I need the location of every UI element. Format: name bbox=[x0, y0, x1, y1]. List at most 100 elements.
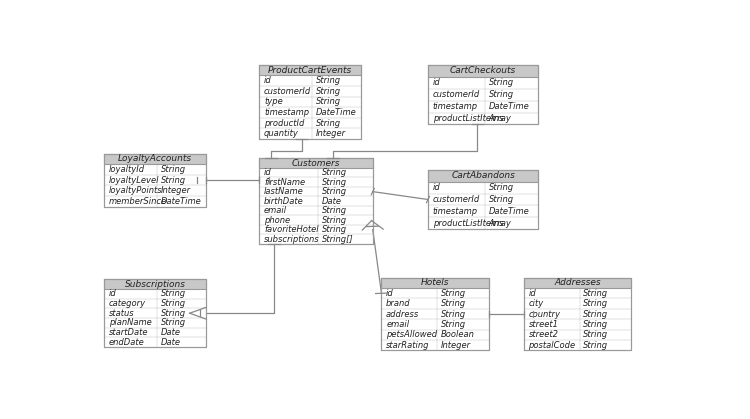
Text: id: id bbox=[433, 183, 440, 192]
Text: memberSince: memberSince bbox=[109, 197, 167, 206]
Text: quantity: quantity bbox=[264, 129, 299, 138]
Text: String: String bbox=[316, 97, 341, 106]
Bar bbox=[382, 278, 489, 288]
Text: timestamp: timestamp bbox=[433, 102, 478, 111]
Text: String: String bbox=[441, 310, 466, 318]
Text: Date: Date bbox=[160, 338, 181, 347]
Text: String: String bbox=[489, 90, 514, 99]
Text: String: String bbox=[322, 187, 347, 196]
Text: id: id bbox=[529, 289, 536, 298]
Text: email: email bbox=[264, 206, 287, 215]
Bar bbox=[260, 65, 362, 139]
Text: String: String bbox=[584, 310, 608, 318]
Bar bbox=[428, 65, 538, 77]
Text: String: String bbox=[160, 165, 186, 174]
Text: String: String bbox=[316, 119, 341, 128]
Bar bbox=[382, 278, 489, 350]
Text: Integer: Integer bbox=[160, 186, 190, 195]
Text: CartCheckouts: CartCheckouts bbox=[450, 66, 516, 75]
Text: Array: Array bbox=[489, 219, 512, 228]
Text: String: String bbox=[160, 290, 186, 298]
Text: firstName: firstName bbox=[264, 178, 305, 186]
Text: customerId: customerId bbox=[264, 87, 311, 96]
Text: String: String bbox=[441, 320, 466, 329]
Text: Hotels: Hotels bbox=[421, 278, 449, 287]
Text: customerId: customerId bbox=[433, 195, 480, 204]
Text: ProductCartEvents: ProductCartEvents bbox=[268, 66, 352, 75]
Text: String: String bbox=[584, 289, 608, 298]
Text: street1: street1 bbox=[529, 320, 559, 329]
Bar bbox=[104, 279, 206, 347]
Text: Subscriptions: Subscriptions bbox=[124, 280, 185, 289]
Text: DateTime: DateTime bbox=[160, 197, 201, 206]
Text: startDate: startDate bbox=[109, 328, 148, 337]
Text: String: String bbox=[441, 289, 466, 298]
Text: type: type bbox=[264, 97, 283, 106]
Text: String: String bbox=[160, 309, 186, 318]
Bar bbox=[104, 153, 206, 164]
Text: starRating: starRating bbox=[386, 341, 430, 349]
Text: planName: planName bbox=[109, 318, 152, 327]
Text: customerId: customerId bbox=[433, 90, 480, 99]
Text: id: id bbox=[109, 290, 116, 298]
Text: String: String bbox=[322, 216, 347, 225]
Text: String: String bbox=[584, 341, 608, 349]
Text: productListItems: productListItems bbox=[433, 114, 503, 123]
Text: String: String bbox=[316, 87, 341, 96]
Bar bbox=[428, 170, 538, 181]
Text: city: city bbox=[529, 299, 544, 308]
Text: Date: Date bbox=[322, 197, 342, 206]
Text: birthDate: birthDate bbox=[264, 197, 304, 206]
Text: loyaltyPoints: loyaltyPoints bbox=[109, 186, 163, 195]
Text: endDate: endDate bbox=[109, 338, 145, 347]
Text: email: email bbox=[386, 320, 410, 329]
Text: String: String bbox=[160, 176, 186, 185]
Text: loyaltyLevel: loyaltyLevel bbox=[109, 176, 159, 185]
Text: productId: productId bbox=[264, 119, 305, 128]
Text: DateTime: DateTime bbox=[316, 108, 356, 117]
Text: DateTime: DateTime bbox=[489, 102, 530, 111]
Text: favoriteHotel: favoriteHotel bbox=[264, 225, 319, 234]
Text: String: String bbox=[584, 320, 608, 329]
Bar bbox=[260, 65, 362, 75]
Text: CartAbandons: CartAbandons bbox=[452, 171, 515, 180]
Text: brand: brand bbox=[386, 299, 411, 308]
Text: productListItems: productListItems bbox=[433, 219, 503, 228]
Bar bbox=[260, 158, 373, 244]
Bar bbox=[524, 278, 632, 288]
Text: category: category bbox=[109, 299, 146, 308]
Text: String: String bbox=[584, 330, 608, 339]
Text: String: String bbox=[489, 195, 514, 204]
Text: lastName: lastName bbox=[264, 187, 304, 196]
Text: String: String bbox=[489, 78, 514, 87]
Text: String: String bbox=[322, 206, 347, 215]
Text: String[]: String[] bbox=[322, 235, 353, 243]
Text: String: String bbox=[322, 168, 347, 177]
Text: country: country bbox=[529, 310, 560, 318]
Text: String: String bbox=[489, 183, 514, 192]
Text: street2: street2 bbox=[529, 330, 559, 339]
Text: Integer: Integer bbox=[441, 341, 471, 349]
Text: id: id bbox=[264, 76, 272, 85]
Text: id: id bbox=[264, 168, 272, 177]
Text: status: status bbox=[109, 309, 134, 318]
Bar bbox=[428, 65, 538, 124]
Text: address: address bbox=[386, 310, 419, 318]
Text: postalCode: postalCode bbox=[529, 341, 576, 349]
Text: String: String bbox=[322, 225, 347, 234]
Text: LoyaltyAccounts: LoyaltyAccounts bbox=[118, 154, 192, 163]
Text: String: String bbox=[316, 76, 341, 85]
Text: String: String bbox=[160, 299, 186, 308]
Text: Integer: Integer bbox=[316, 129, 346, 138]
Text: Addresses: Addresses bbox=[554, 278, 601, 287]
Text: String: String bbox=[441, 299, 466, 308]
Text: Customers: Customers bbox=[292, 159, 340, 168]
Text: subscriptions: subscriptions bbox=[264, 235, 320, 243]
Text: id: id bbox=[386, 289, 394, 298]
Bar bbox=[104, 279, 206, 289]
Bar bbox=[428, 170, 538, 229]
Text: DateTime: DateTime bbox=[489, 207, 530, 216]
Bar bbox=[104, 153, 206, 207]
Text: String: String bbox=[160, 318, 186, 327]
Bar bbox=[260, 158, 373, 168]
